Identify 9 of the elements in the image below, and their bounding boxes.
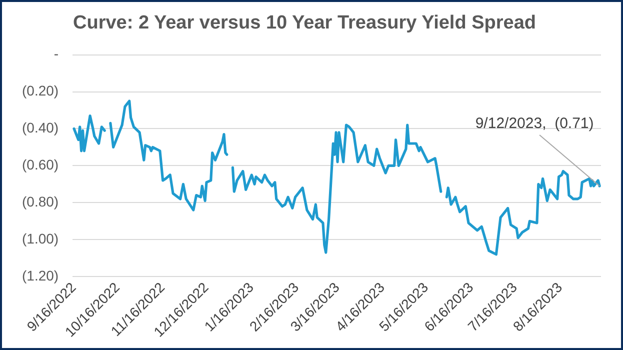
y-tick-label: (0.20) — [22, 82, 59, 99]
annotation: 9/12/2023, (0.71) — [475, 115, 594, 132]
y-tick-label: (0.40) — [22, 120, 59, 136]
y-tick-label: (1.00) — [22, 230, 59, 246]
chart-title: Curve: 2 Year versus 10 Year Treasury Yield Spread — [73, 12, 536, 34]
y-tick-label: (0.80) — [22, 194, 59, 210]
y-tick-label: - — [54, 46, 59, 62]
y-tick-label: (0.60) — [22, 156, 59, 173]
y-tick-label: (1.20) — [22, 267, 59, 284]
